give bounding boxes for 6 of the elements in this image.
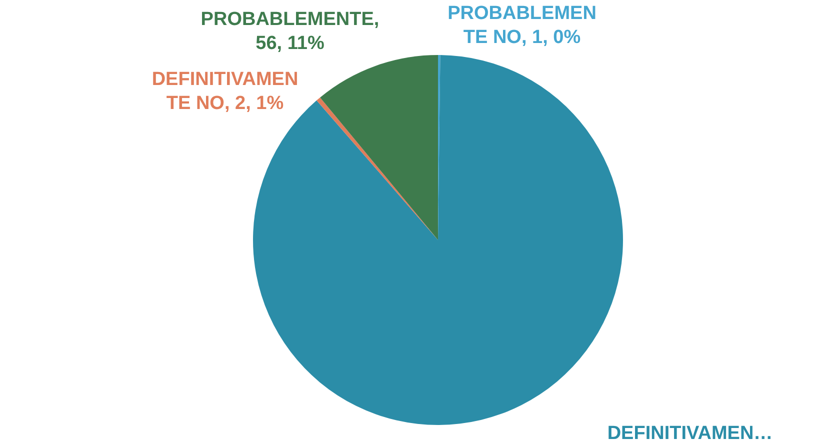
pie-slice: [316, 97, 438, 240]
slice-label: PROBABLEMENTE NO, 1, 0%: [448, 3, 596, 48]
slice-label: DEFINITIVAMENTE NO, 2, 1%: [152, 69, 298, 114]
slice-label: DEFINITIVAMEN…: [607, 423, 773, 444]
pie-slice: [320, 55, 438, 240]
slice-label: PROBABLEMENTE, 56, 11%: [200, 9, 380, 54]
